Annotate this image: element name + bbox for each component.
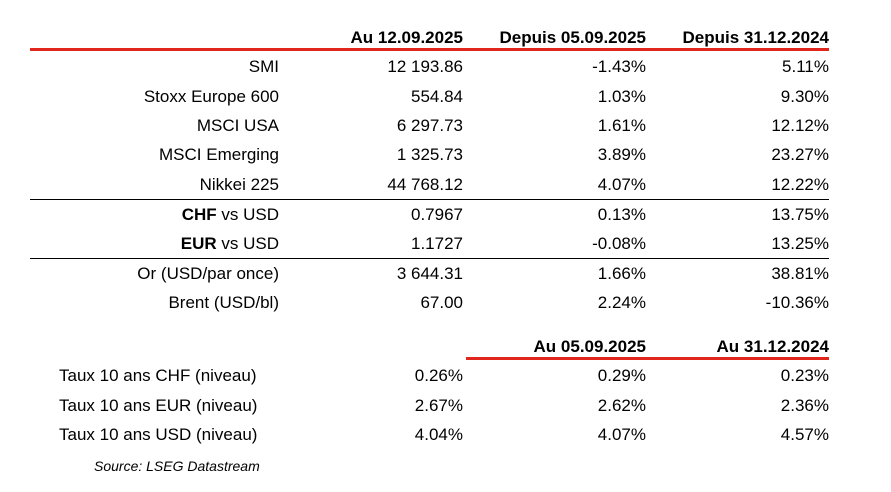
row-ytdchg-gold: 38.81% [771, 264, 829, 283]
row-label-stoxx: Stoxx Europe 600 [143, 87, 279, 106]
row-weekchg-brent: 2.24% [597, 293, 646, 312]
row-label-rate-eur: Taux 10 ans EUR (niveau) [59, 396, 258, 415]
header-red-rule [30, 48, 829, 51]
currency-code-eur: EUR [180, 234, 217, 253]
row-weekchg-eur-usd: -0.08% [592, 234, 646, 253]
row-ytdchg-brent: -10.36% [765, 293, 829, 312]
label-suffix: vs USD [216, 234, 279, 253]
row-ytdchg-eur-usd: 13.25% [771, 234, 829, 253]
row-ytdchg-chf-usd: 13.75% [771, 205, 829, 224]
rates-header-week-col: Au 05.09.2025 [533, 337, 646, 356]
row-prev-rate-eur: 2.62% [597, 396, 646, 415]
header-date-col: Au 12.09.2025 [350, 28, 463, 47]
row-weekchg-stoxx: 1.03% [597, 87, 646, 106]
row-value-brent: 67.00 [420, 293, 463, 312]
row-value-rate-eur: 2.67% [414, 396, 463, 415]
section-divider-fx [30, 199, 829, 200]
row-weekchg-chf-usd: 0.13% [597, 205, 646, 224]
currency-code-chf: CHF [181, 205, 217, 224]
row-ytd-rate-eur: 2.36% [780, 396, 829, 415]
row-label-chf-usd: CHF vs USD [30, 205, 279, 225]
row-value-rate-chf: 0.26% [414, 366, 463, 385]
row-value-smi: 12 193.86 [387, 57, 463, 76]
row-label-rate-chf: Taux 10 ans CHF (niveau) [59, 366, 257, 385]
row-label-msci-usa: MSCI USA [196, 116, 279, 135]
row-ytdchg-msci-usa: 12.12% [771, 116, 829, 135]
rates-header-ytd-col: Au 31.12.2024 [716, 337, 829, 356]
row-label-brent: Brent (USD/bl) [168, 293, 279, 312]
label-suffix: vs USD [216, 205, 279, 224]
section-divider-commodities [30, 258, 829, 259]
source-note: Source: LSEG Datastream [94, 458, 260, 474]
row-ytdchg-stoxx: 9.30% [780, 87, 829, 106]
row-label-rate-usd: Taux 10 ans USD (niveau) [59, 425, 258, 444]
row-value-msci-emerging: 1 325.73 [396, 145, 463, 164]
rates-header-red-rule [466, 357, 829, 360]
row-value-msci-usa: 6 297.73 [396, 116, 463, 135]
row-weekchg-gold: 1.66% [597, 264, 646, 283]
row-value-eur-usd: 1.1727 [411, 234, 463, 253]
row-value-chf-usd: 0.7967 [411, 205, 463, 224]
row-prev-rate-chf: 0.29% [597, 366, 646, 385]
row-ytd-rate-usd: 4.57% [780, 425, 829, 444]
row-value-rate-usd: 4.04% [414, 425, 463, 444]
row-ytdchg-msci-emerging: 23.27% [771, 145, 829, 164]
row-weekchg-nikkei: 4.07% [597, 175, 646, 194]
row-value-gold: 3 644.31 [396, 264, 463, 283]
row-ytdchg-smi: 5.11% [782, 57, 829, 76]
header-week-change-col: Depuis 05.09.2025 [499, 28, 646, 47]
row-label-eur-usd: EUR vs USD [30, 234, 279, 254]
row-weekchg-msci-emerging: 3.89% [597, 145, 646, 164]
row-prev-rate-usd: 4.07% [597, 425, 646, 444]
row-label-nikkei: Nikkei 225 [199, 175, 279, 194]
header-ytd-change-col: Depuis 31.12.2024 [682, 28, 829, 47]
row-weekchg-smi: -1.43% [592, 57, 646, 76]
row-ytdchg-nikkei: 12.22% [771, 175, 829, 194]
row-label-smi: SMI [248, 57, 279, 76]
row-label-gold: Or (USD/par once) [137, 264, 279, 283]
row-value-nikkei: 44 768.12 [387, 175, 463, 194]
row-weekchg-msci-usa: 1.61% [597, 116, 646, 135]
row-value-stoxx: 554.84 [411, 87, 463, 106]
row-ytd-rate-chf: 0.23% [780, 366, 829, 385]
row-label-msci-emerging: MSCI Emerging [159, 145, 279, 164]
